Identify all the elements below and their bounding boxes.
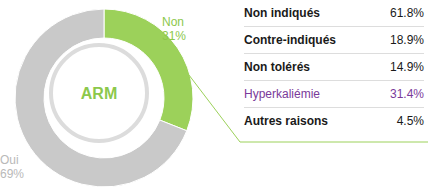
html-text:31.4%: 31.4% [390,87,424,101]
html-text:Hyperkaliémie: Hyperkaliémie [244,87,320,101]
html-text:Non tolérés: Non tolérés [244,60,310,74]
svg-text:Oui69%: Oui69% [8,153,24,181]
html-text:Non indiqués: Non indiqués [244,6,320,20]
svg-text:ARM: ARM [81,85,117,102]
html-text:4.5%: 4.5% [396,114,424,128]
html-text:Contre-indiqués: Contre-indiqués [244,33,336,47]
html-text:Autres raisons: Autres raisons [244,114,328,128]
html-text:14.9%: 14.9% [390,60,424,74]
svg-text:Non31%: Non31% [162,15,186,43]
html-text:18.9%: 18.9% [390,33,424,47]
html-text:61.8%: 61.8% [390,6,424,20]
